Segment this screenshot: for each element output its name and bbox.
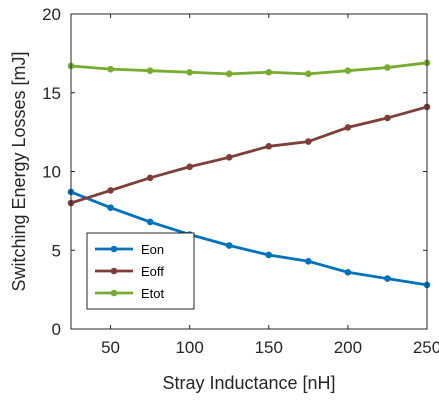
legend-swatch-marker <box>110 289 118 297</box>
data-point <box>344 124 352 131</box>
data-point <box>305 70 312 78</box>
data-point <box>225 154 233 161</box>
data-point <box>186 68 193 76</box>
legend-label: Eoff <box>141 264 164 279</box>
data-point <box>265 68 273 76</box>
series-line-eon <box>70 190 428 287</box>
data-point <box>384 64 391 71</box>
legend-item-eon: Eon <box>95 242 164 257</box>
data-point <box>146 218 154 226</box>
data-point <box>265 143 273 150</box>
data-point <box>265 251 273 259</box>
x-tick-label: 250 <box>413 338 439 357</box>
legend-label: Eon <box>141 242 164 257</box>
x-tick-label: 150 <box>255 338 283 357</box>
data-point <box>384 114 391 122</box>
y-axis-label: Switching Energy Losses [mJ] <box>9 51 29 291</box>
axes <box>70 13 428 330</box>
legend-label: Etot <box>141 286 165 301</box>
tick-labels: 50 100 150 200 250 0 5 10 15 20 <box>42 5 439 357</box>
data-point <box>305 257 312 265</box>
legend: Eon Eoff Etot <box>86 232 195 310</box>
x-tick-label: 100 <box>175 338 203 357</box>
series-eon <box>67 188 431 289</box>
data-point <box>146 174 154 182</box>
legend-swatch-marker <box>110 245 118 253</box>
data-point <box>186 163 193 171</box>
data-point <box>107 204 114 212</box>
legend-swatch-marker <box>110 267 118 275</box>
x-axis-label: Stray Inductance [nH] <box>162 373 335 393</box>
legend-item-eoff: Eoff <box>95 264 164 279</box>
series-line-etot <box>70 61 428 76</box>
data-point <box>384 275 391 282</box>
data-point <box>107 65 114 73</box>
data-point <box>225 242 233 249</box>
x-tick-label: 50 <box>101 338 120 357</box>
data-point <box>344 67 352 74</box>
data-point <box>305 138 312 145</box>
y-tick-label: 5 <box>52 241 61 260</box>
data-point <box>107 187 114 194</box>
data-point <box>225 70 233 78</box>
x-tick-label: 200 <box>334 338 362 357</box>
legend-item-etot: Etot <box>95 286 165 301</box>
data-point <box>344 269 352 276</box>
series-line-eoff <box>70 105 428 205</box>
data-point <box>146 67 154 74</box>
y-tick-label: 0 <box>52 320 61 339</box>
series-layer <box>67 59 431 289</box>
y-tick-label: 10 <box>42 163 61 182</box>
y-tick-label: 15 <box>42 84 61 103</box>
y-tick-label: 20 <box>42 5 61 24</box>
series-etot <box>67 59 431 78</box>
